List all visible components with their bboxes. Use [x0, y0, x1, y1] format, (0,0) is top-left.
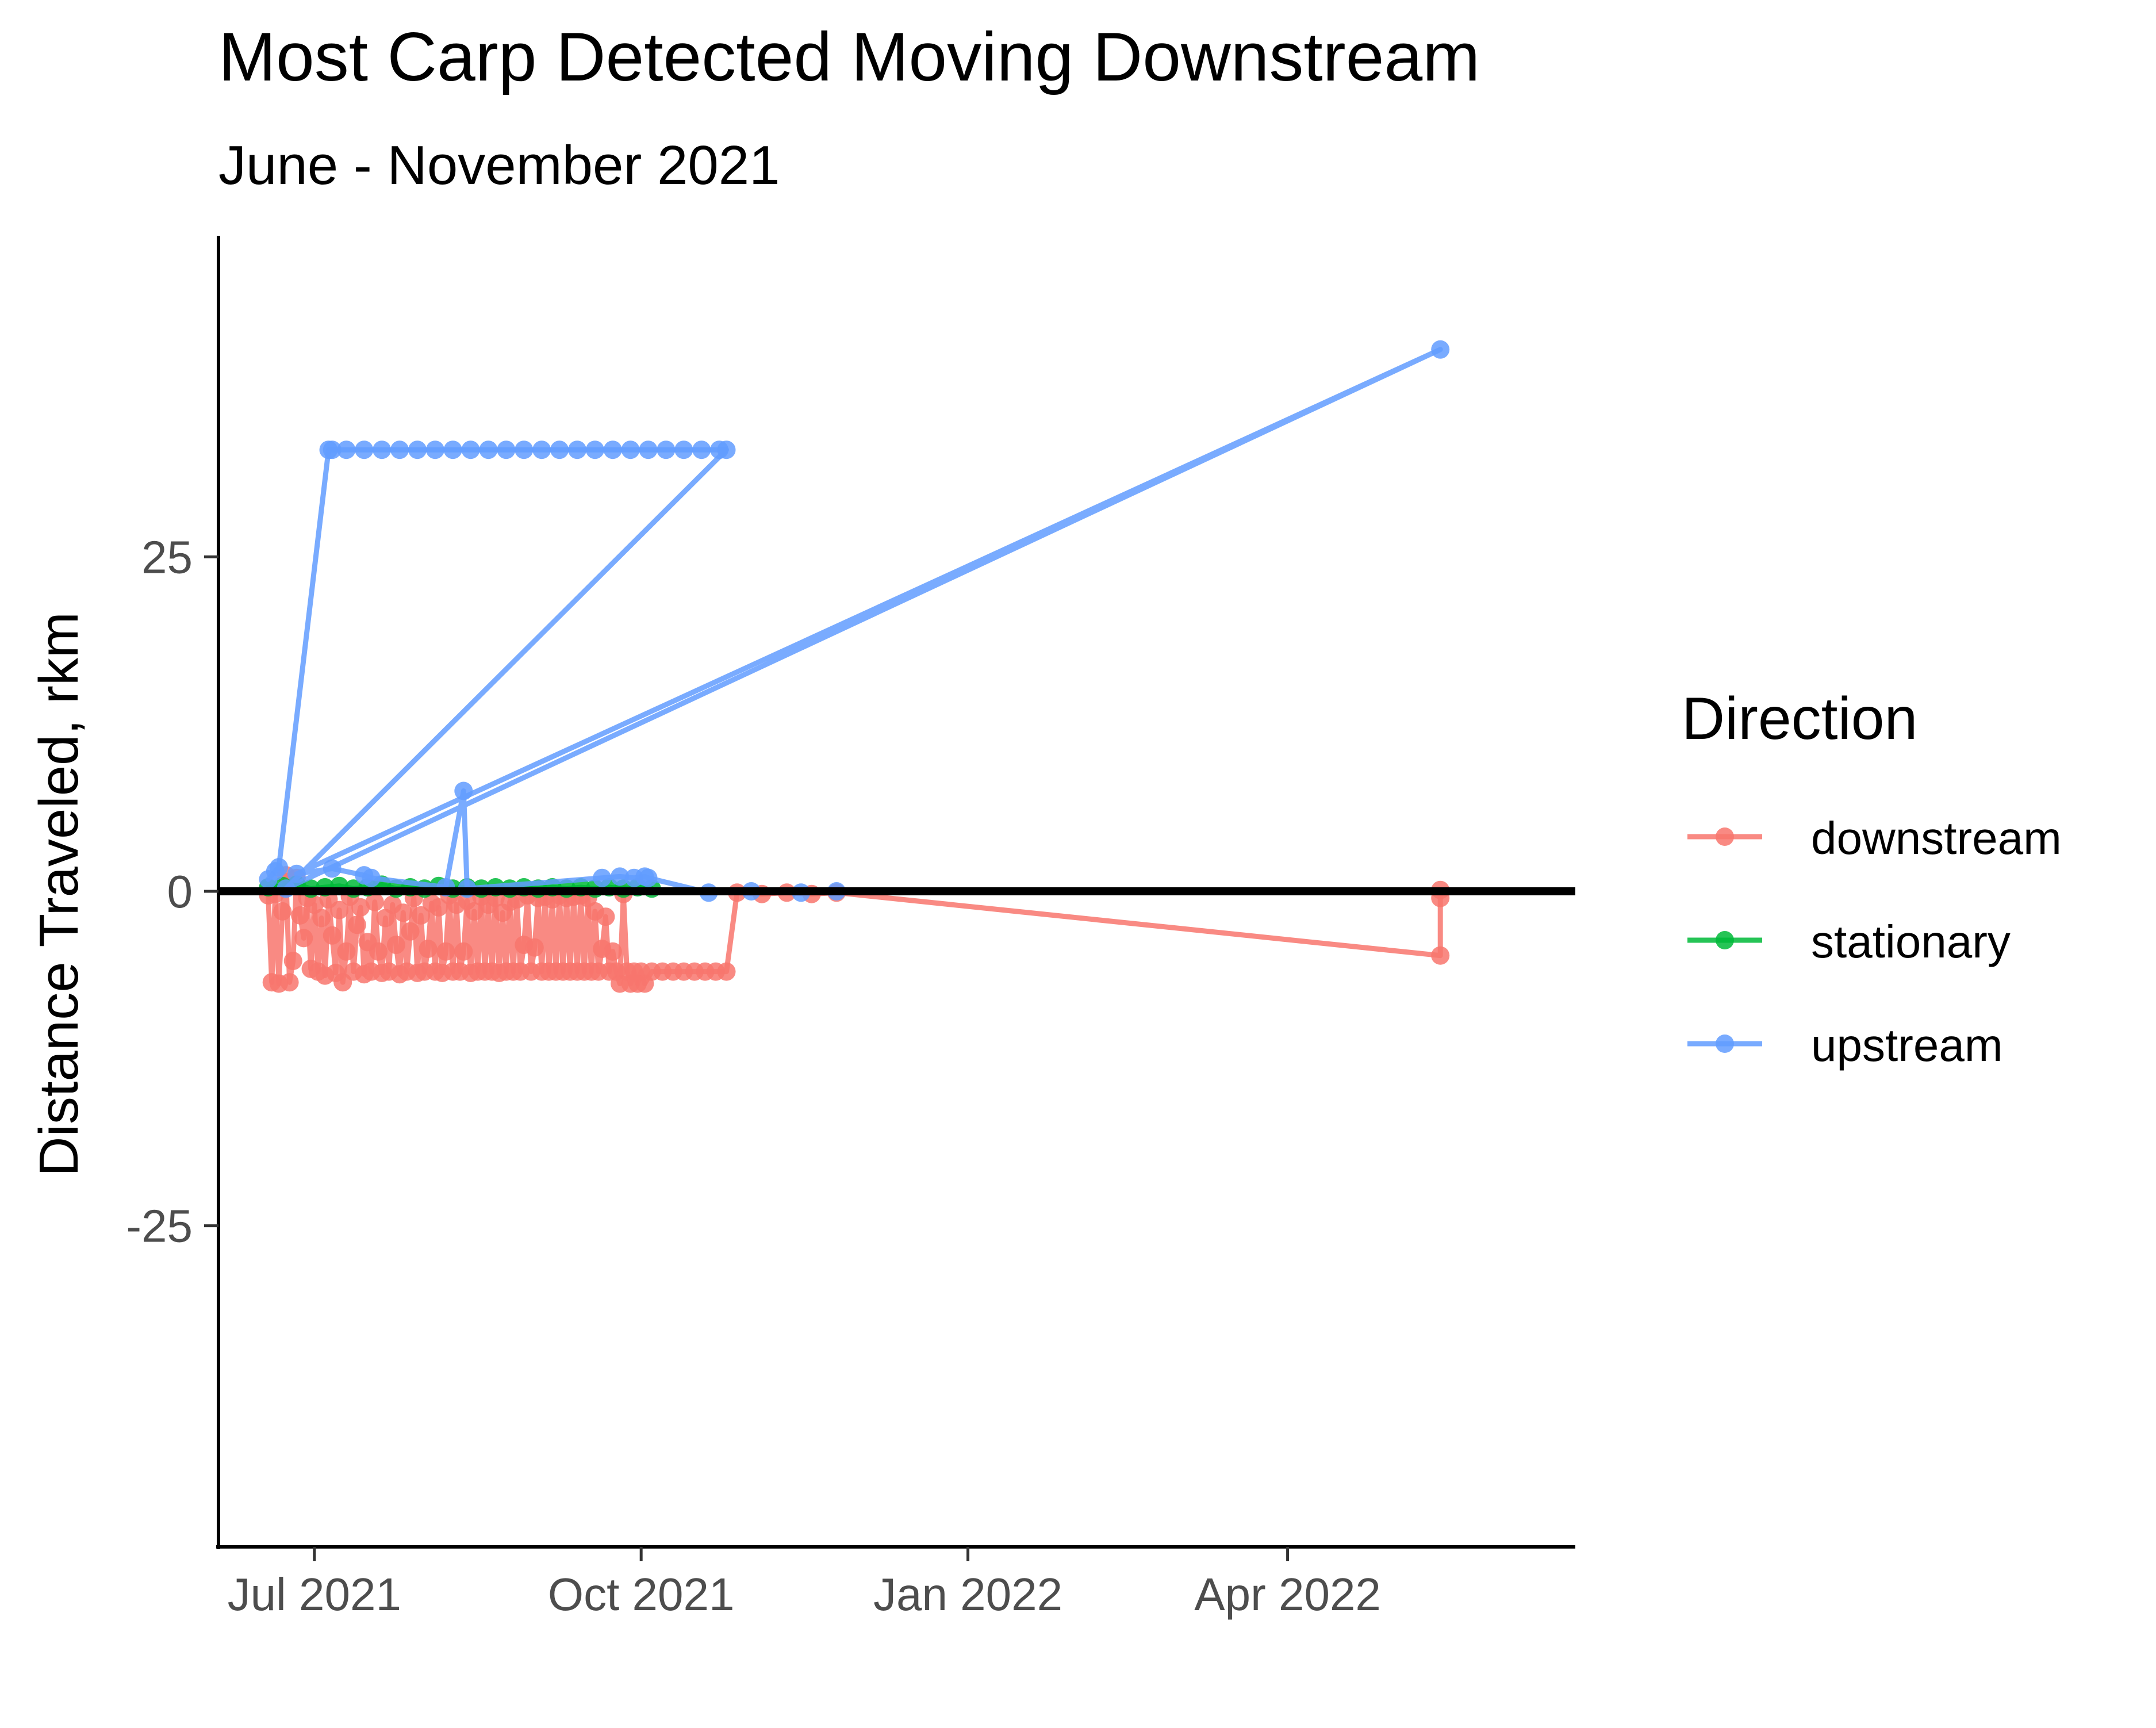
data-point-downstream	[273, 902, 292, 921]
data-point-upstream	[568, 440, 586, 459]
data-point-downstream	[347, 915, 366, 934]
data-point-downstream	[412, 906, 431, 925]
data-point-upstream	[408, 440, 427, 459]
data-point-downstream	[419, 940, 438, 958]
data-point-upstream	[1431, 340, 1450, 359]
x-tick-label: Jan 2022	[873, 1569, 1062, 1620]
data-point-upstream	[373, 440, 392, 459]
data-point-upstream	[443, 440, 462, 459]
data-point-upstream	[717, 440, 736, 459]
data-point-upstream	[425, 440, 444, 459]
data-point-downstream	[394, 903, 413, 922]
data-point-downstream	[465, 902, 484, 921]
data-point-downstream	[1431, 946, 1450, 965]
data-point-downstream	[365, 892, 384, 911]
data-point-downstream	[603, 942, 622, 961]
data-point-downstream	[323, 926, 342, 945]
data-point-upstream	[621, 440, 640, 459]
data-point-upstream	[593, 868, 612, 887]
data-point-downstream	[330, 901, 349, 919]
data-point-upstream	[270, 858, 288, 877]
data-point-upstream	[532, 440, 551, 459]
data-point-downstream	[401, 922, 420, 941]
legend-key-point	[1716, 1034, 1734, 1053]
data-point-downstream	[429, 898, 448, 917]
y-tick-label: 0	[167, 866, 193, 917]
legend-label: stationary	[1811, 916, 2011, 967]
legend-key-point	[1716, 827, 1734, 846]
chart-subtitle: June - November 2021	[218, 135, 780, 196]
data-point-downstream	[369, 942, 388, 961]
plot-area: Jul 2021 Oct 2021 Jan 2022 Apr 2022 25 0 -25	[126, 236, 1575, 1620]
data-point-downstream	[280, 973, 299, 992]
data-point-upstream	[497, 440, 516, 459]
series-line-upstream	[266, 347, 1443, 895]
data-point-downstream	[436, 942, 455, 961]
data-point-downstream	[525, 938, 544, 957]
legend-item-downstream: downstream	[1687, 813, 2062, 864]
x-tick-label: Jul 2021	[228, 1569, 401, 1620]
data-point-downstream	[386, 936, 405, 955]
data-point-upstream	[657, 440, 676, 459]
y-tick-label: 25	[141, 531, 193, 583]
data-point-downstream	[283, 952, 302, 970]
data-point-upstream	[692, 440, 711, 459]
data-point-upstream	[479, 440, 498, 459]
data-point-upstream	[461, 440, 480, 459]
legend-label: downstream	[1811, 813, 2062, 864]
data-point-downstream	[294, 929, 313, 948]
legend-item-stationary: stationary	[1687, 916, 2011, 967]
data-point-upstream	[390, 440, 409, 459]
data-point-upstream	[603, 440, 622, 459]
chart-title: Most Carp Detected Moving Downstream	[218, 18, 1480, 95]
data-point-downstream	[454, 942, 473, 961]
y-tick-label: -25	[126, 1201, 193, 1252]
y-axis-label: Distance Traveled, rkm	[28, 612, 90, 1177]
data-point-downstream	[312, 909, 331, 928]
data-point-downstream	[291, 906, 310, 925]
data-point-upstream	[355, 440, 374, 459]
data-point-upstream	[585, 440, 604, 459]
data-point-upstream	[515, 440, 534, 459]
legend-items: downstream stationary upstream	[1687, 813, 2062, 1071]
legend-item-upstream: upstream	[1687, 1020, 2002, 1071]
data-point-upstream	[639, 440, 658, 459]
legend-key-point	[1716, 931, 1734, 949]
legend: Direction downstream stationary upstream	[1682, 685, 2062, 1071]
data-point-downstream	[351, 898, 370, 917]
data-point-upstream	[287, 864, 306, 883]
data-point-upstream	[323, 440, 342, 459]
data-point-upstream	[454, 781, 473, 800]
data-point-upstream	[362, 868, 381, 887]
legend-label: upstream	[1811, 1020, 2002, 1071]
legend-title: Direction	[1682, 685, 1917, 752]
data-point-upstream	[639, 868, 658, 887]
data-point-downstream	[717, 962, 736, 981]
data-point-upstream	[323, 859, 342, 878]
data-point-upstream	[337, 440, 356, 459]
series-upstream	[259, 340, 1450, 902]
x-tick-label: Apr 2022	[1194, 1569, 1381, 1620]
data-point-upstream	[550, 440, 569, 459]
data-point-upstream	[674, 440, 693, 459]
x-tick-label: Oct 2021	[548, 1569, 735, 1620]
data-point-downstream	[596, 907, 615, 926]
data-point-upstream	[611, 867, 630, 886]
data-point-downstream	[337, 942, 356, 961]
